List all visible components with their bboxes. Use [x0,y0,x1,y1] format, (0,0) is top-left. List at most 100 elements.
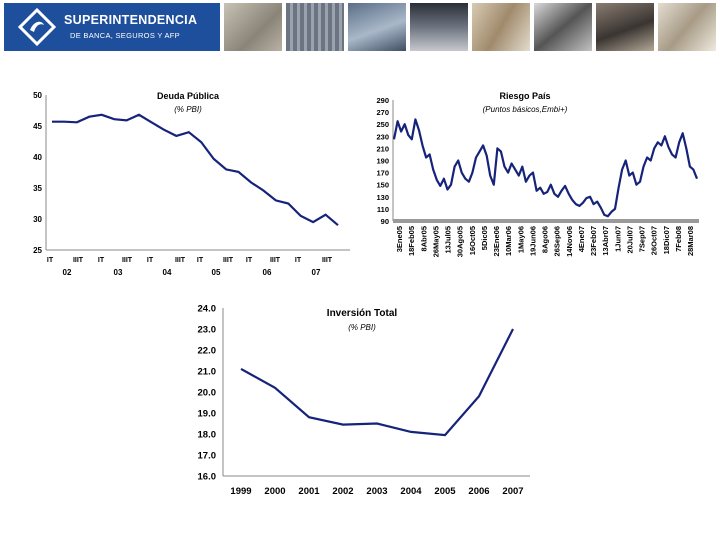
riesgo-xtick-label: 26Sep06 [553,226,562,256]
deuda-quarter-label: IT [246,257,253,264]
riesgo-xtick-label: 5Dic05 [480,226,489,250]
riesgo-ytick-label: 170 [376,169,389,178]
riesgo-xtick-label: 7Sep07 [638,226,647,252]
inversion-xtick-label: 2007 [502,486,523,497]
deuda-series-line [52,113,339,227]
deuda-subtitle: (% PBI) [174,105,202,114]
riesgo-ytick-label: 250 [376,120,389,129]
deuda-ytick-label: 35 [33,184,42,193]
riesgo-ytick-label: 270 [376,108,389,117]
riesgo-subtitle: (Puntos básicos,Embi+) [483,105,568,114]
atm-photo [410,3,468,51]
riesgo-ytick-label: 230 [376,132,389,141]
riesgo-ytick-label: 130 [376,193,389,202]
handshake-photo [472,3,530,51]
riesgo-x-axis-band [393,219,699,223]
riesgo-xtick-label: 23Feb07 [589,226,598,256]
riesgo-xtick-label: 26May05 [431,226,440,257]
riesgo-xtick-label: 1Jun07 [613,226,622,252]
deuda-ytick-label: 30 [33,215,42,224]
inversion-series-line [240,328,514,437]
riesgo-pais-chart: Riesgo País (Puntos básicos,Embi+) 90 110… [376,91,699,257]
deuda-quarter-label: IIIT [322,257,333,264]
header-banner: SUPERINTENDENCIA DE BANCA, SEGUROS Y AFP [0,0,720,54]
keyboard-photo [348,3,406,51]
deuda-year-label: 06 [263,268,272,277]
riesgo-xtick-label: 30Ago05 [456,226,465,257]
deuda-quarter-label: IIIT [73,257,84,264]
deuda-quarter-label: IIIT [175,257,186,264]
inversion-ytick-label: 24.0 [198,304,217,315]
riesgo-xtick-label: 1May06 [516,226,525,253]
deuda-year-label: 04 [163,268,172,277]
riesgo-xtick-label: 18Dic07 [662,226,671,254]
inversion-ytick-label: 17.0 [198,451,217,462]
riesgo-xtick-label: 7Feb08 [674,226,683,252]
deuda-quarter-label: IIIT [270,257,281,264]
inversion-xtick-label: 2000 [264,486,285,497]
inversion-title: Inversión Total [327,308,398,319]
deuda-quarter-label: IT [197,257,204,264]
diamond-logo-icon [18,8,56,46]
deuda-ytick-label: 40 [33,153,42,162]
inversion-subtitle: (% PBI) [348,323,376,332]
deuda-year-label: 05 [212,268,221,277]
businessman-photo [596,3,654,51]
inversion-xtick-label: 2005 [434,486,456,497]
credit-card-photo [224,3,282,51]
inversion-ytick-label: 16.0 [198,472,217,483]
deuda-quarter-label: IIIT [122,257,133,264]
deuda-title: Deuda Pública [157,91,220,101]
inversion-ytick-label: 22.0 [198,346,217,357]
inversion-xtick-label: 2006 [468,486,489,497]
riesgo-series-line [392,118,699,218]
inversion-xtick-label: 2003 [366,486,387,497]
riesgo-xtick-label: 14Nov06 [565,226,574,257]
inversion-xtick-label: 2001 [298,486,320,497]
riesgo-ytick-label: 290 [376,96,389,105]
riesgo-xtick-label: 8Abr05 [419,226,428,251]
inversion-ytick-label: 21.0 [198,367,217,378]
riesgo-xtick-label: 10Mar06 [504,226,513,256]
inversion-total-chart: Inversión Total (% PBI) 16.0 17.0 18.0 19.0… [198,304,530,497]
logo-title: SUPERINTENDENCIA [64,13,198,27]
deuda-ytick-label: 45 [33,122,42,131]
riesgo-title: Riesgo País [499,91,550,101]
deuda-quarter-label: IIIT [223,257,234,264]
inversion-xtick-label: 2004 [400,486,422,497]
logo-subtitle: DE BANCA, SEGUROS Y AFP [70,31,180,40]
deuda-ytick-label: 50 [33,91,42,100]
deuda-year-label: 07 [312,268,321,277]
riesgo-xtick-label: 23Ene06 [492,226,501,256]
riesgo-xtick-label: 26Oct07 [650,226,659,255]
riesgo-xtick-label: 13Abr07 [601,226,610,256]
riesgo-xtick-label: 4Ene07 [577,226,586,252]
riesgo-ytick-label: 190 [376,157,389,166]
riesgo-xtick-label: 8Ago06 [541,226,550,253]
deuda-quarter-label: IT [98,257,105,264]
inversion-xtick-label: 2002 [332,486,353,497]
deuda-quarter-label: IT [47,257,54,264]
sbs-logo: SUPERINTENDENCIA DE BANCA, SEGUROS Y AFP [4,3,220,51]
riesgo-xtick-label: 28Mar08 [686,226,695,256]
riesgo-ytick-label: 150 [376,181,389,190]
inversion-ytick-label: 19.0 [198,409,217,420]
riesgo-xtick-label: 3Ene05 [395,226,404,252]
inversion-ytick-label: 20.0 [198,388,217,399]
riesgo-xtick-label: 13Jul05 [444,226,453,254]
riesgo-xtick-label: 20Jul07 [625,226,634,254]
inversion-ytick-label: 23.0 [198,325,217,336]
deuda-publica-chart: Deuda Pública (% PBI) 25 30 35 40 45 50 IT III… [33,91,350,277]
riesgo-xtick-label: 18Feb05 [407,226,416,256]
inversion-ytick-label: 18.0 [198,430,217,441]
deuda-year-label: 03 [114,268,123,277]
riesgo-xtick-label: 19Jun06 [528,226,537,256]
riesgo-xtick-label: 16Oct05 [468,226,477,255]
deuda-quarter-label: IT [295,257,302,264]
deuda-quarter-label: IT [147,257,154,264]
signing-photo [658,3,716,51]
riesgo-ytick-label: 90 [381,217,389,226]
inversion-xtick-label: 1999 [230,486,251,497]
riesgo-ytick-label: 110 [377,205,389,214]
deuda-ytick-label: 25 [33,246,42,255]
